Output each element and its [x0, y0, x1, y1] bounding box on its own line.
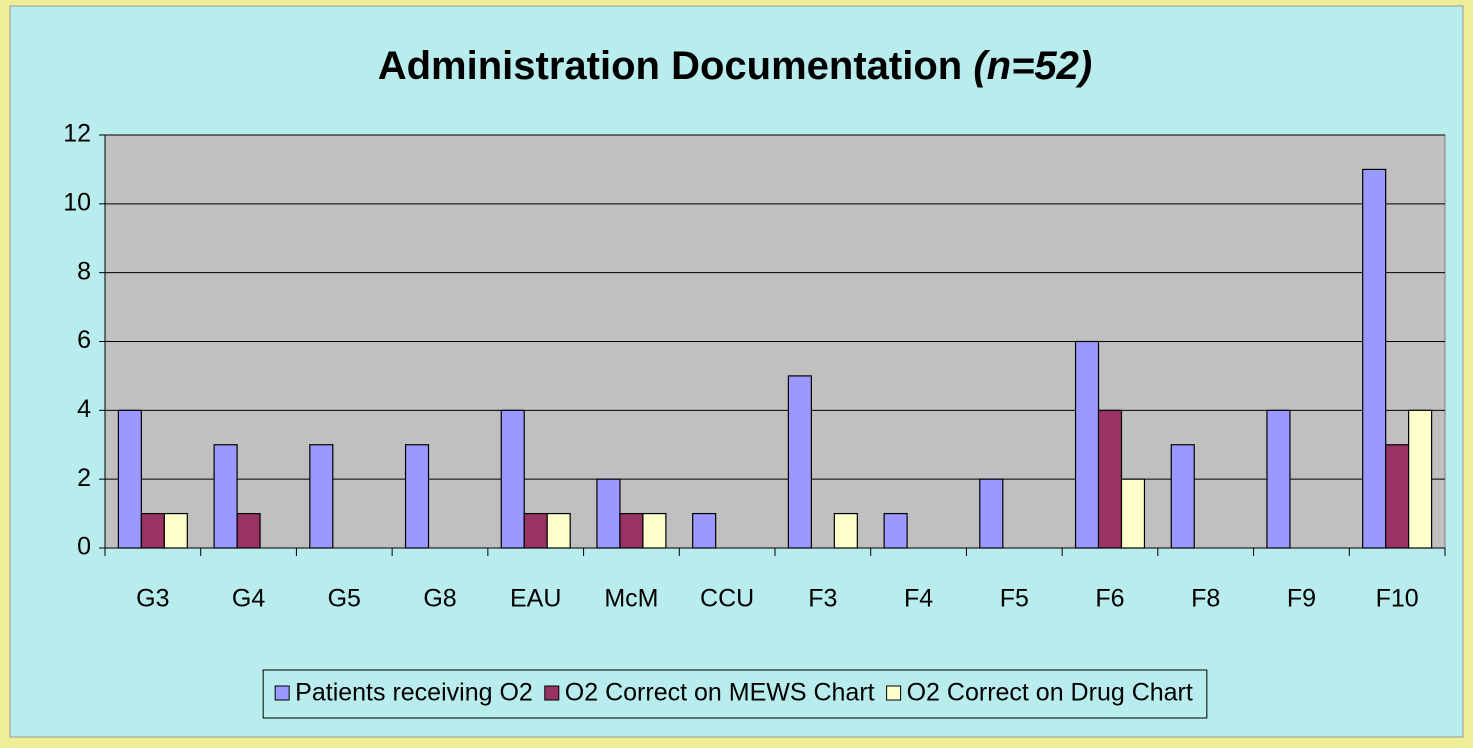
bar: [546, 512, 571, 549]
x-tick-label: G8: [423, 585, 456, 613]
y-tick-label: 8: [77, 257, 91, 285]
bar: [523, 512, 548, 549]
bar: [140, 512, 165, 549]
x-tick-label: CCU: [700, 585, 754, 613]
y-tick-label: 4: [77, 395, 91, 423]
legend-box: [262, 669, 1208, 719]
x-tick-label: McM: [604, 585, 658, 613]
legend-swatch: [274, 685, 290, 701]
bar: [1170, 444, 1195, 549]
legend-label: O2 Correct on Drug Chart: [907, 679, 1193, 707]
y-tick-label: 0: [77, 533, 91, 561]
title-suffix: (n=52): [973, 44, 1092, 88]
bar: [1266, 409, 1291, 549]
bar: [1385, 444, 1410, 549]
bar: [833, 512, 858, 549]
y-tick-label: 2: [77, 464, 91, 492]
x-tick-label: F9: [1287, 585, 1316, 613]
x-tick-label: G4: [232, 585, 265, 613]
bar: [1362, 168, 1387, 549]
bar: [596, 478, 621, 549]
y-tick-label: 12: [63, 120, 91, 148]
bar: [883, 512, 908, 549]
bar: [619, 512, 644, 549]
bar: [309, 444, 334, 549]
bar: [692, 512, 717, 549]
legend-swatch: [886, 685, 902, 701]
x-tick-label: F6: [1095, 585, 1124, 613]
bar: [1097, 409, 1123, 549]
bar: [1408, 409, 1433, 549]
bar: [1120, 478, 1146, 549]
x-tick-label: EAU: [510, 585, 561, 613]
bar: [404, 444, 430, 549]
y-tick-label: 10: [63, 188, 91, 216]
x-tick-label: F5: [1000, 585, 1029, 613]
legend-label: Patients receiving O2: [295, 679, 533, 707]
chart-title: Administration Documentation (n=52): [378, 44, 1093, 88]
bar: [163, 512, 188, 549]
y-tick-label: 6: [77, 326, 91, 354]
x-tick-label: F10: [1376, 585, 1419, 613]
x-tick-label: G3: [136, 585, 169, 613]
bar: [642, 512, 667, 549]
bar: [213, 444, 238, 549]
x-tick-label: F4: [904, 585, 933, 613]
bar: [979, 478, 1004, 549]
x-tick-label: F8: [1191, 585, 1220, 613]
bar: [236, 512, 261, 549]
bar: [117, 409, 142, 549]
legend-label: O2 Correct on MEWS Chart: [565, 679, 875, 707]
bar: [787, 375, 812, 549]
x-tick-label: F3: [808, 585, 837, 613]
title-main: Administration Documentation: [378, 44, 962, 88]
legend-swatch: [544, 685, 560, 701]
x-tick-label: G5: [328, 585, 361, 613]
bar: [500, 409, 525, 549]
bar: [1074, 340, 1100, 549]
